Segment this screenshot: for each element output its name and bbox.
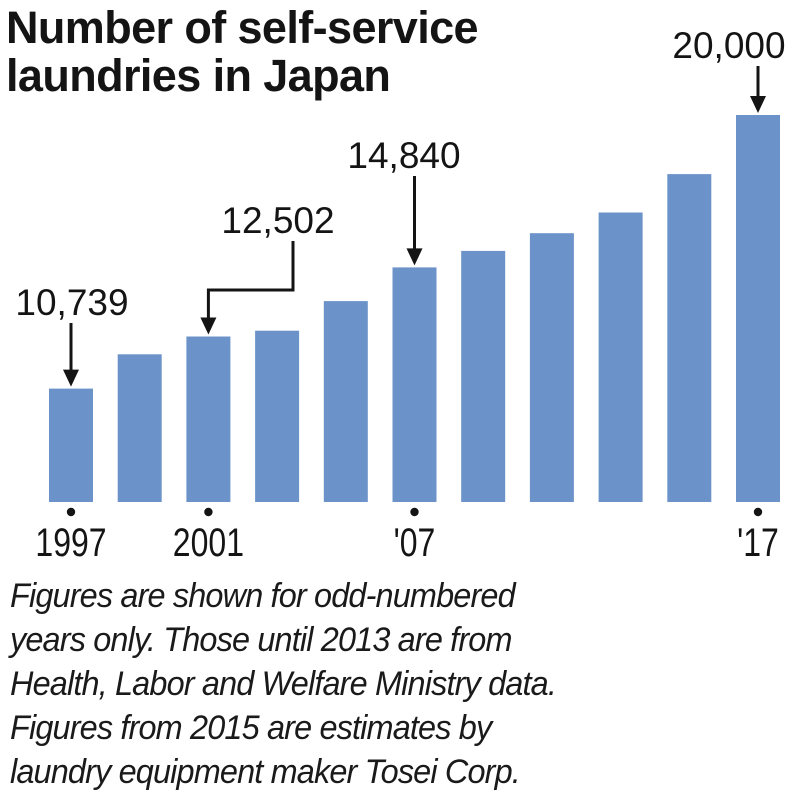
bar-2003	[255, 330, 300, 502]
value-label-2007: 14,840	[347, 135, 460, 176]
value-label-2001: 12,502	[221, 200, 334, 241]
bar-2001	[186, 336, 231, 502]
tick-label-2001: 2001	[173, 520, 244, 565]
footnote-line-4: Figures from 2015 are estimates by	[10, 709, 492, 747]
tick-label-2017: '17	[737, 520, 779, 565]
tick-dot-1997	[66, 507, 76, 517]
tick-dot-2017	[753, 507, 763, 517]
annotation-arrowhead-2001	[200, 317, 217, 335]
bar-chart: 10,739 12,502 14,840 20,000 1997 2001 '07 '17	[15, 25, 786, 565]
chart-title-line-1: Number of self-service	[6, 2, 479, 53]
tick-label-1997: 1997	[35, 520, 106, 565]
annotation-arrow-line-2001	[206, 241, 295, 321]
chart-title: Number of self-service laundries in Japa…	[6, 2, 479, 101]
value-label-1997: 10,739	[15, 282, 128, 323]
value-label-2017: 20,000	[672, 25, 785, 66]
footnote-line-1: Figures are shown for odd-numbered	[10, 577, 516, 615]
bar-1999	[117, 354, 162, 502]
footnote: Figures are shown for odd-numbered years…	[10, 574, 557, 794]
bar-2005	[323, 301, 368, 502]
footnote-line-3: Health, Labor and Welfare Ministry data.	[10, 665, 557, 703]
tick-label-2007: '07	[394, 520, 436, 565]
bar-2011	[529, 233, 574, 502]
annotation-arrowhead-2007	[406, 248, 423, 266]
bar-2009	[461, 250, 506, 502]
tick-dot-2007	[410, 507, 419, 517]
bars-group	[49, 115, 780, 502]
footnote-line-5: laundry equipment maker Tosei Corp.	[10, 753, 521, 791]
bar-1997	[49, 388, 93, 502]
chart-title-line-2: laundries in Japan	[6, 50, 391, 101]
x-axis-ticks: 1997 2001 '07 '17	[35, 507, 779, 565]
annotation-arrowhead-1997	[63, 369, 79, 387]
bar-2017	[736, 115, 780, 502]
tick-dot-2001	[204, 507, 213, 517]
annotation-arrowhead-2017	[750, 96, 766, 113]
bar-2015	[667, 174, 712, 502]
bar-2013	[598, 212, 643, 502]
footnote-line-2: years only. Those until 2013 are from	[10, 621, 513, 659]
bar-2007	[392, 267, 437, 502]
annotations-group: 10,739 12,502 14,840 20,000	[15, 25, 786, 387]
